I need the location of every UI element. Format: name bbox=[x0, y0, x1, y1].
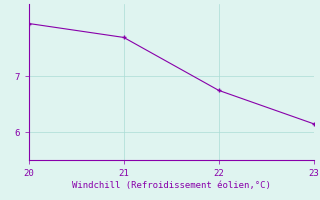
X-axis label: Windchill (Refroidissement éolien,°C): Windchill (Refroidissement éolien,°C) bbox=[72, 181, 271, 190]
